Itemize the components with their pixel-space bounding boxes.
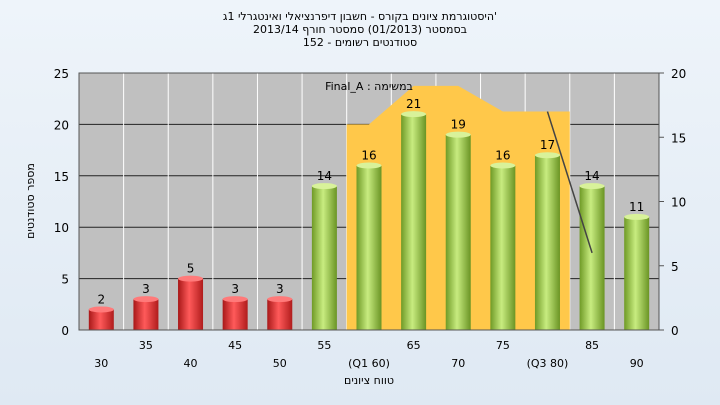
bar-cap	[579, 183, 605, 190]
x-axis-title: טווח ציונים	[344, 374, 394, 387]
bar-70	[445, 134, 471, 330]
bar-50	[267, 299, 293, 330]
bar-value-label: 16	[361, 149, 376, 163]
x-tick-label: 85	[585, 339, 599, 352]
bar-value-label: 5	[187, 262, 195, 276]
x-tick-label: 35	[139, 339, 153, 352]
x-tick-label: (Q1 60)	[348, 357, 390, 370]
y-tick-label: 0	[61, 324, 69, 338]
bar-value-label: 19	[451, 118, 466, 132]
bar-35	[133, 299, 159, 330]
y2-tick-label: 10	[671, 196, 686, 210]
chart-annotation: Final_A : במשימה	[325, 80, 413, 93]
chart-title-line-3: 152 - סטודנטים רשומים	[302, 36, 418, 49]
bar-cap	[133, 296, 159, 303]
y-axis-title: מספר סטודנטים	[24, 163, 37, 239]
bar-65	[401, 114, 427, 331]
x-tick-label: (Q3 80)	[527, 357, 569, 370]
y-tick-label: 10	[54, 221, 69, 235]
bar-cap	[88, 306, 114, 313]
bar-Q380	[534, 155, 560, 330]
trend-line	[546, 111, 593, 254]
bar-cap	[490, 162, 516, 169]
y-tick-label: 15	[54, 170, 69, 184]
bar-value-label: 17	[540, 138, 555, 152]
bar-value-label: 14	[584, 169, 599, 183]
y2-tick-label: 15	[671, 131, 686, 145]
bar-value-label: 11	[629, 200, 644, 214]
bar-Q160	[356, 165, 382, 330]
bar-value-label: 3	[276, 282, 284, 296]
x-tick-label: 45	[228, 339, 242, 352]
y-tick-label: 25	[54, 67, 69, 81]
bar-cap	[267, 296, 293, 303]
x-tick-label: 90	[630, 357, 644, 370]
bar-cap	[401, 111, 427, 118]
bar-90	[624, 216, 650, 330]
bar-value-label: 2	[97, 292, 105, 306]
y-tick-label: 20	[54, 118, 69, 132]
bar-value-label: 14	[317, 169, 332, 183]
bar-cap	[445, 131, 471, 138]
bar-85	[579, 186, 605, 330]
bar-cap	[624, 213, 650, 220]
bar-cap	[311, 183, 337, 190]
x-tick-label: 50	[273, 357, 287, 370]
bar-value-label: 16	[495, 149, 510, 163]
bar-cap	[534, 152, 560, 159]
bar-40	[178, 278, 204, 330]
x-tick-label: 75	[496, 339, 510, 352]
y2-tick-label: 5	[671, 260, 679, 274]
bar-value-label: 3	[142, 282, 150, 296]
bar-55	[311, 186, 337, 330]
x-tick-label: 55	[317, 339, 331, 352]
bar-30	[88, 309, 114, 330]
bar-value-label: 21	[406, 97, 421, 111]
bar-cap	[178, 275, 204, 282]
bar-cap	[356, 162, 382, 169]
bar-value-label: 3	[231, 282, 239, 296]
y2-tick-label: 20	[671, 67, 686, 81]
bar-75	[490, 165, 516, 330]
x-tick-label: 70	[451, 357, 465, 370]
y-tick-label: 5	[61, 273, 69, 287]
y2-tick-label: 0	[671, 324, 679, 338]
chart-title-line-1: היסטוגרמת ציונים בקורס - חשבון דיפרנציאל…	[222, 10, 498, 23]
chart-title-line-2: בסמסטר (01/2013) סמסטר חורף 2013/14	[253, 23, 467, 36]
bar-cap	[222, 296, 248, 303]
x-tick-label: 30	[94, 357, 108, 370]
bar-45	[222, 299, 248, 330]
x-tick-label: 65	[407, 339, 421, 352]
x-tick-label: 40	[184, 357, 198, 370]
